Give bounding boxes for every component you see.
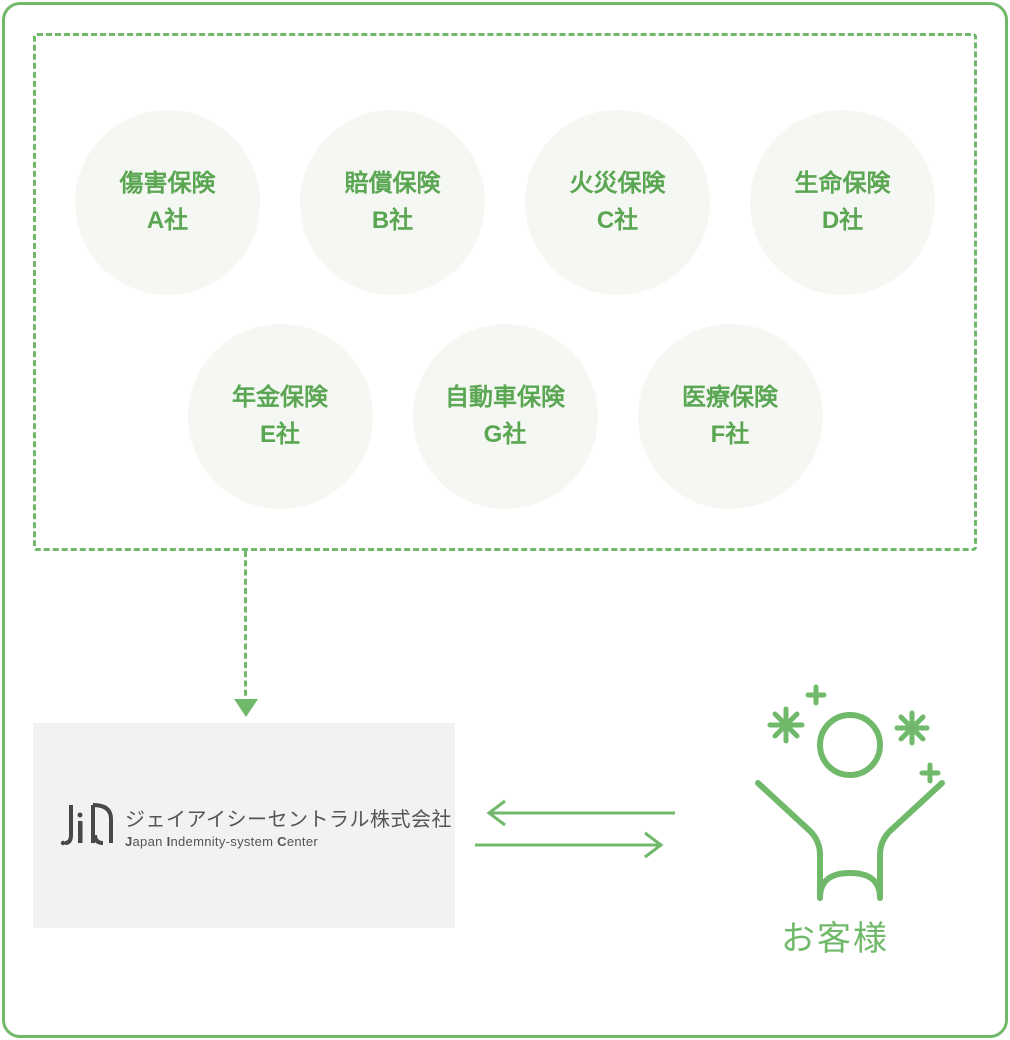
insurer-type: 自動車保険 (445, 381, 565, 416)
insurer-company: E社 (260, 418, 300, 453)
insurer-company: F社 (711, 418, 750, 453)
insurer-type: 年金保険 (232, 381, 328, 416)
insurer-circle: 医療保険F社 (638, 324, 823, 509)
insurer-company: A社 (147, 204, 188, 239)
company-card: ジェイアイシーセントラル株式会社 Japan Indemnity-system … (33, 723, 455, 928)
insurer-circle: 自動車保険G社 (413, 324, 598, 509)
customer-label: お客様 (781, 911, 889, 960)
insurer-company: D社 (822, 204, 863, 239)
insurers-row-1: 傷害保険A社賠償保険B社火災保険C社生命保険D社 (36, 110, 974, 295)
connector-arrowhead-icon (234, 699, 258, 717)
insurers-group-box: 傷害保険A社賠償保険B社火災保険C社生命保険D社 年金保険E社自動車保険G社医療… (33, 33, 977, 551)
connector-line (244, 551, 247, 705)
company-logo-icon (59, 803, 113, 849)
customer-icon (720, 673, 950, 903)
insurer-company: B社 (372, 204, 413, 239)
insurer-type: 生命保険 (795, 167, 891, 202)
insurer-type: 賠償保険 (345, 167, 441, 202)
company-name-block: ジェイアイシーセントラル株式会社 Japan Indemnity-system … (125, 803, 452, 849)
insurer-circle: 生命保険D社 (750, 110, 935, 295)
customer-block: お客様 (705, 673, 965, 960)
insurers-row-2: 年金保険E社自動車保険G社医療保険F社 (36, 324, 974, 509)
insurer-circle: 傷害保険A社 (75, 110, 260, 295)
insurer-type: 傷害保険 (120, 167, 216, 202)
insurer-circle: 年金保険E社 (188, 324, 373, 509)
company-name-en: Japan Indemnity-system Center (125, 834, 452, 849)
exchange-arrows-icon (475, 795, 675, 865)
insurer-company: C社 (597, 204, 638, 239)
insurer-circle: 賠償保険B社 (300, 110, 485, 295)
insurer-company: G社 (484, 418, 527, 453)
insurer-circle: 火災保険C社 (525, 110, 710, 295)
outer-frame: 傷害保険A社賠償保険B社火災保険C社生命保険D社 年金保険E社自動車保険G社医療… (2, 2, 1008, 1038)
insurer-type: 火災保険 (570, 167, 666, 202)
company-name-jp: ジェイアイシーセントラル株式会社 (125, 803, 452, 832)
insurer-type: 医療保険 (682, 381, 778, 416)
